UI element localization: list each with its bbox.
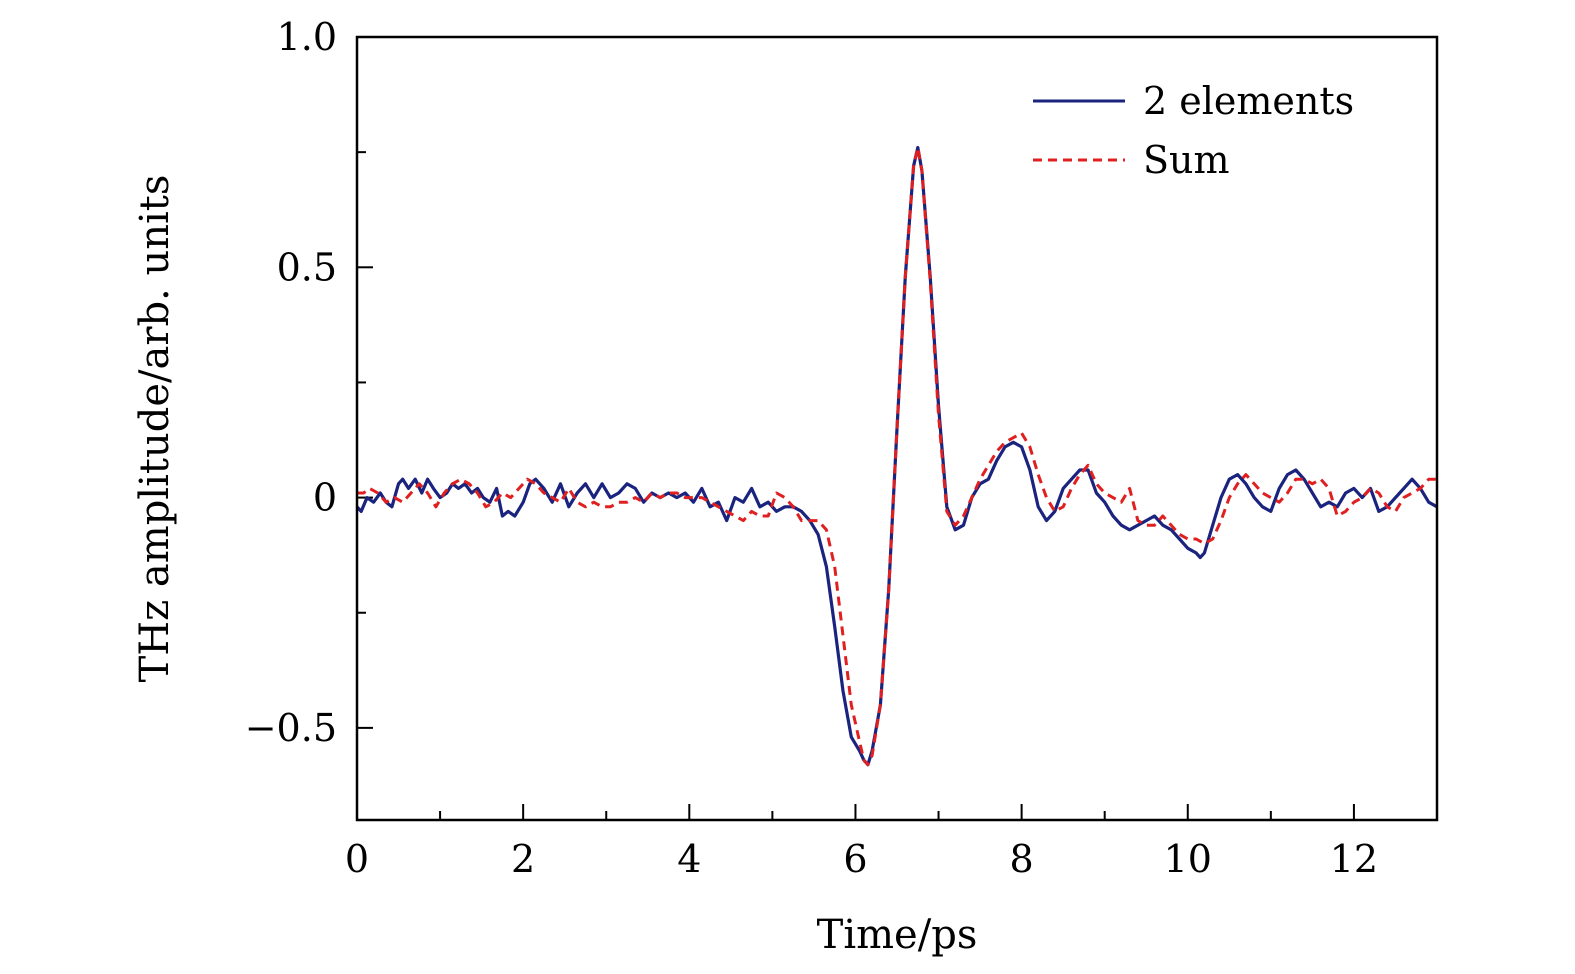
x-tick-label: 6 [843, 837, 867, 881]
series-line-sum [357, 146, 1437, 767]
x-tick-label: 4 [677, 837, 701, 881]
y-tick-label: 1.0 [277, 15, 337, 59]
x-tick-label: 8 [1010, 837, 1034, 881]
series-layer [355, 145, 1438, 767]
y-tick-label: 0.5 [277, 245, 337, 289]
x-axis-title: Time/ps [817, 912, 978, 958]
x-tick-label: 0 [345, 837, 369, 881]
x-tick-label: 2 [511, 837, 535, 881]
x-tick-label: 10 [1164, 837, 1212, 881]
legend: 2 elements Sum [1033, 79, 1354, 182]
y-tick-label: 0 [313, 476, 337, 520]
x-tick-label: 12 [1330, 837, 1378, 881]
y-axis-title: THz amplitude/arb. units [132, 175, 178, 683]
series-line-2-elements [355, 145, 1438, 767]
legend-label-sum: Sum [1143, 138, 1230, 182]
ticks-layer: 0 2 4 6 8 10 12 −0.5 0 0.5 1.0 [245, 15, 1378, 881]
plot-frame [355, 35, 1439, 822]
legend-label-2-elements: 2 elements [1143, 79, 1354, 123]
y-tick-label: −0.5 [245, 706, 337, 750]
